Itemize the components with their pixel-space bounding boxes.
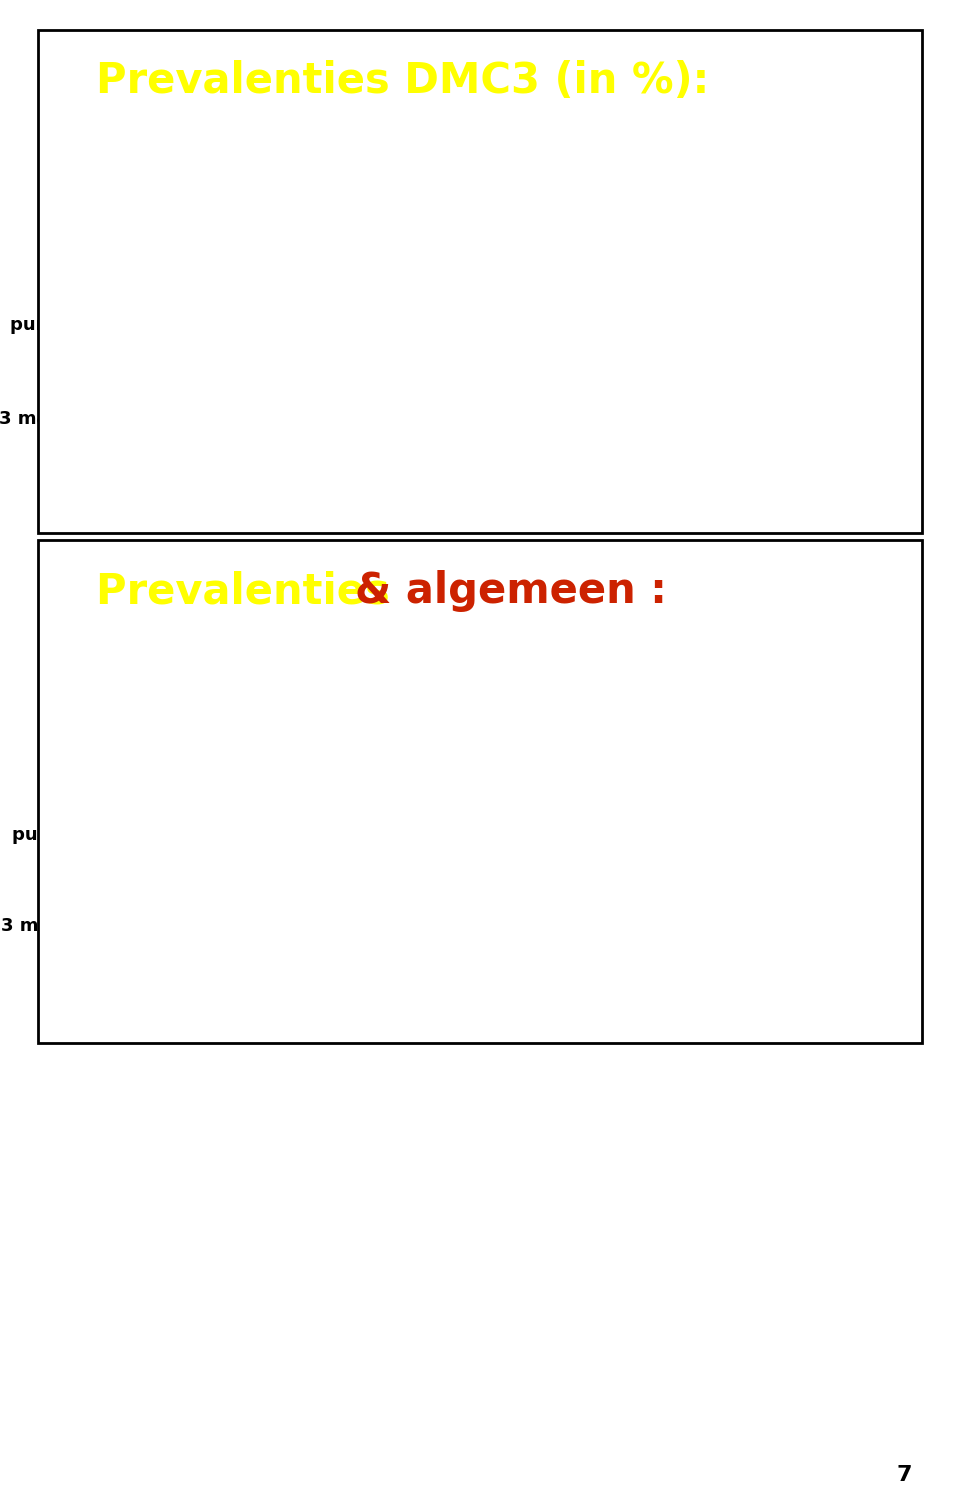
Text: 44,4: 44,4 [198,752,239,770]
Text: & algemeen :: & algemeen : [355,570,667,612]
Text: 26,9: 26,9 [387,806,428,824]
Text: 7: 7 [897,1466,912,1485]
Text: Prevalenties: Prevalenties [96,570,506,612]
Text: 74,5: 74,5 [198,933,239,951]
Bar [192,927,721,957]
Bar [192,837,575,866]
Bar [192,210,508,251]
Text: 74,5: 74,5 [198,408,239,426]
Text: 53,9: 53,9 [198,315,239,333]
Text: Prevalenties DMC3 (in %):: Prevalenties DMC3 (in %): [96,60,709,102]
Text: 43,9: 43,9 [508,897,549,915]
Bar [192,396,721,438]
Bar [192,801,383,830]
Bar [192,891,504,920]
Bar [192,711,343,740]
Bar [192,747,508,776]
Text: 53,9: 53,9 [198,843,239,861]
Text: 44,4: 44,4 [198,220,239,238]
Text: 21,2: 21,2 [347,716,387,734]
Bar [192,303,575,345]
